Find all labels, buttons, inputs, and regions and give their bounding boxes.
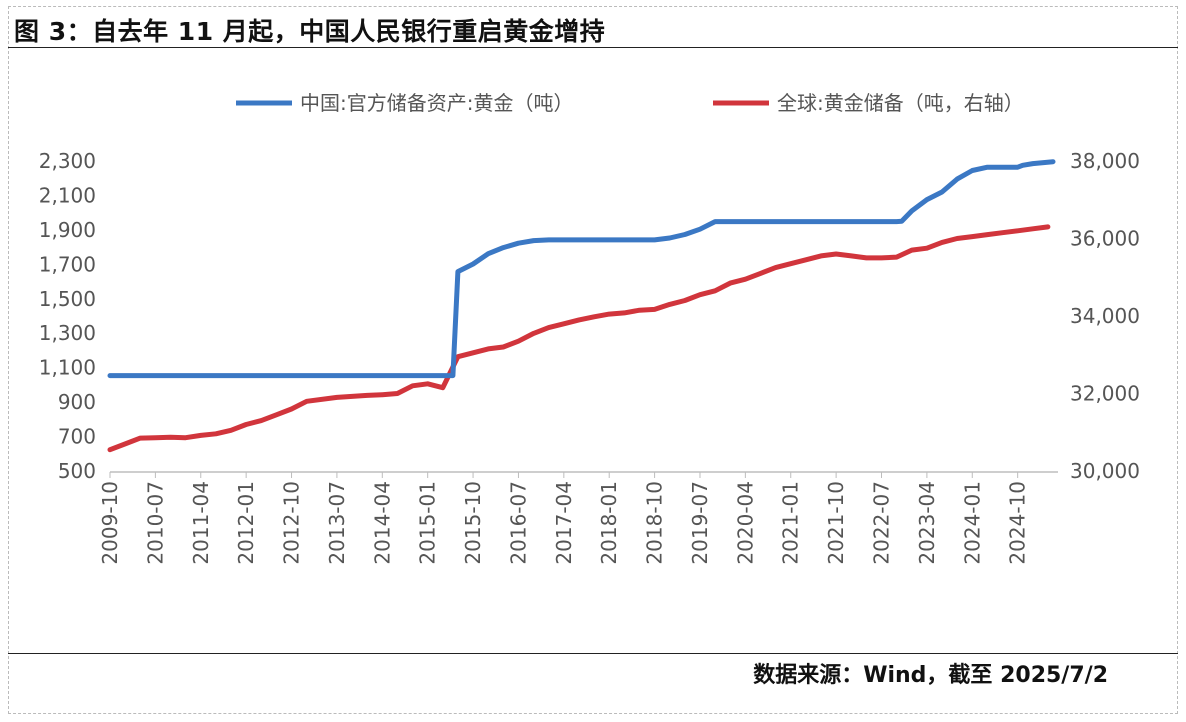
figure-frame — [8, 6, 1178, 714]
legend-global-gold-label: 全球:黄金储备（吨，右轴） — [777, 91, 1024, 115]
x-tick-label: 2015-10 — [461, 481, 485, 565]
x-tick-label: 2018-10 — [643, 481, 667, 565]
y-right-tick-label: 38,000 — [1070, 149, 1140, 173]
x-tick-label: 2012-01 — [234, 481, 258, 565]
y-left-tick-label: 1,300 — [39, 321, 96, 345]
y-left-tick-label: 500 — [58, 459, 96, 483]
figure-title: 图 3：自去年 11 月起，中国人民银行重启黄金增持 — [14, 17, 606, 46]
x-tick-label: 2024-10 — [1006, 481, 1030, 565]
x-tick-label: 2014-04 — [370, 481, 394, 565]
y-left-tick-label: 1,700 — [39, 252, 96, 276]
x-tick-label: 2016-07 — [506, 481, 530, 565]
x-tick-label: 2021-01 — [779, 481, 803, 565]
x-tick-label: 2013-07 — [325, 481, 349, 565]
x-tick-label: 2012-10 — [280, 481, 304, 565]
y-right-tick-label: 30,000 — [1070, 459, 1140, 483]
y-right-tick-label: 34,000 — [1070, 304, 1140, 328]
title-rule — [8, 47, 1178, 48]
x-tick-label: 2011-04 — [189, 481, 213, 565]
y-left-tick-label: 2,100 — [39, 183, 96, 207]
y-left-tick-label: 700 — [58, 425, 96, 449]
source-note: 数据来源：Wind，截至 2025/7/2 — [753, 663, 1108, 688]
x-tick-label: 2015-01 — [416, 481, 440, 565]
x-tick-label: 2023-04 — [915, 481, 939, 565]
source-rule — [8, 653, 1178, 654]
global-gold-series-line — [107, 224, 1051, 453]
x-tick-label: 2020-04 — [733, 481, 757, 565]
y-left-tick-label: 1,900 — [39, 218, 96, 242]
china-gold-series-line — [107, 159, 1056, 379]
x-tick-label: 2018-01 — [597, 481, 621, 565]
x-tick-label: 2024-01 — [960, 481, 984, 565]
x-tick-label: 2009-10 — [98, 481, 122, 565]
y-right-tick-label: 36,000 — [1070, 227, 1140, 251]
x-tick-label: 2017-04 — [552, 481, 576, 565]
y-left-tick-label: 2,300 — [39, 149, 96, 173]
y-left-tick-label: 1,500 — [39, 287, 96, 311]
y-right-tick-label: 32,000 — [1070, 382, 1140, 406]
legend-china-gold-label: 中国:官方储备资产:黄金（吨） — [300, 91, 573, 115]
x-tick-label: 2010-07 — [143, 481, 167, 565]
y-left-tick-label: 900 — [58, 390, 96, 414]
x-tick-label: 2022-07 — [870, 481, 894, 565]
x-tick-label: 2021-10 — [824, 481, 848, 565]
y-left-tick-label: 1,100 — [39, 356, 96, 380]
x-tick-label: 2019-07 — [688, 481, 712, 565]
